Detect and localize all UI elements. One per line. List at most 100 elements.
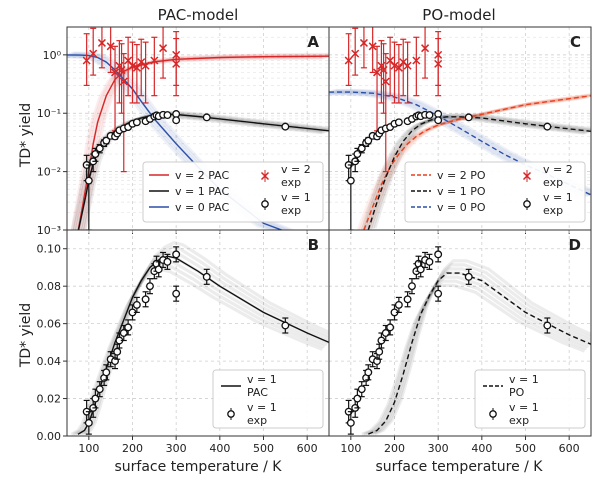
x-tick-label: 300 xyxy=(428,442,449,455)
data-point xyxy=(394,300,403,309)
y-tick-label: 0.00 xyxy=(37,430,62,443)
x-tick-label: 500 xyxy=(253,442,274,455)
axes-frame xyxy=(328,229,592,437)
y-tick-label: 0.08 xyxy=(37,280,62,293)
series-line xyxy=(329,91,591,196)
legend-label: v = 0 PO xyxy=(437,201,486,214)
band-line xyxy=(374,259,591,436)
legend-label: v = 1 xyxy=(247,401,277,414)
x-tick-label: 600 xyxy=(297,442,318,455)
y-tick-label: 10⁰ xyxy=(43,49,62,62)
panel-letter: C xyxy=(570,33,581,51)
legend-label: exp xyxy=(543,204,563,217)
data-point-x xyxy=(344,56,353,65)
plot-area xyxy=(344,246,591,436)
data-point xyxy=(375,347,384,356)
data-point-x xyxy=(159,44,168,53)
legend-label: PAC xyxy=(247,386,268,399)
series-line xyxy=(367,116,591,230)
data-point xyxy=(163,111,172,120)
data-point xyxy=(141,295,150,304)
y-tick-label: 0.04 xyxy=(37,355,62,368)
y-tick-label: 10⁻³ xyxy=(37,224,61,237)
data-point xyxy=(281,321,290,330)
data-point xyxy=(434,289,443,298)
series-line xyxy=(363,95,591,230)
data-point-x xyxy=(97,38,106,47)
series-line xyxy=(368,272,591,435)
x-tick-label: 300 xyxy=(166,442,187,455)
data-point xyxy=(202,272,211,281)
y-tick-label: 10⁻² xyxy=(37,166,61,179)
y-ticks: 0.00 0.02 0.04 0.06 0.08 0.10 xyxy=(37,243,67,443)
data-point-x xyxy=(89,49,98,58)
band-line xyxy=(361,283,586,436)
data-point-x xyxy=(141,61,150,70)
data-point xyxy=(543,122,552,131)
band-line xyxy=(371,113,591,230)
panel-letter: D xyxy=(569,236,581,254)
data-point xyxy=(132,118,141,127)
legend-label: v = 1 xyxy=(281,191,311,204)
legend-box xyxy=(474,369,586,429)
data-point xyxy=(124,323,133,332)
legend-label: exp xyxy=(281,176,301,189)
band-line xyxy=(70,56,323,230)
y-tick-label: 0.02 xyxy=(37,393,62,406)
x-tick-label: 100 xyxy=(340,442,361,455)
data-point xyxy=(281,122,290,131)
band-line xyxy=(366,93,591,230)
legend-label: v = 2 PO xyxy=(437,169,486,182)
legend-marker xyxy=(227,410,235,418)
x-ticks: 100 200 300 400 500 600 xyxy=(78,436,318,455)
x-tick-label: 600 xyxy=(559,442,580,455)
panel-letter: B xyxy=(308,236,319,254)
legend-marker xyxy=(261,200,269,208)
y-tick-label: 0.10 xyxy=(37,243,62,256)
band-line xyxy=(83,52,329,230)
ylabel-top: TD* yield xyxy=(18,103,34,168)
legend-label: exp xyxy=(247,414,267,427)
data-point xyxy=(132,300,141,309)
data-point-x xyxy=(128,61,137,70)
y-ticks: 10⁻³ 10⁻² 10⁻¹ 10⁰ xyxy=(37,49,67,237)
data-point xyxy=(146,282,154,291)
legend-marker xyxy=(489,410,497,418)
data-point-x xyxy=(359,38,368,47)
legend-label: v = 1 xyxy=(509,373,539,386)
data-point xyxy=(408,282,416,291)
data-point-x xyxy=(119,77,128,86)
data-point xyxy=(84,176,93,185)
legend-label: v = 2 xyxy=(543,163,573,176)
data-point-x xyxy=(390,61,399,70)
band-line xyxy=(360,117,585,230)
data-point-x xyxy=(403,61,412,70)
data-point xyxy=(364,368,373,377)
y-tick-label: 0.06 xyxy=(37,318,62,331)
data-point xyxy=(113,347,122,356)
x-tick-label: 400 xyxy=(209,442,230,455)
data-point-x xyxy=(412,56,421,65)
data-point-x xyxy=(82,56,91,65)
data-point-x xyxy=(351,49,360,58)
x-tick-label: 500 xyxy=(515,442,536,455)
x-ticks: 100 200 300 400 500 600 xyxy=(340,436,580,455)
x-tick-label: 100 xyxy=(78,442,99,455)
legend-box xyxy=(404,161,586,223)
data-point xyxy=(172,250,181,259)
legend-label: v = 0 PAC xyxy=(175,201,229,214)
data-point xyxy=(386,323,395,332)
legend-label: v = 1 xyxy=(543,191,573,204)
data-point xyxy=(346,418,355,427)
data-point-x xyxy=(381,77,390,86)
data-point xyxy=(102,368,111,377)
band-line xyxy=(363,279,588,436)
data-point xyxy=(425,257,434,266)
data-point-x xyxy=(132,63,141,72)
title-po: PO-model xyxy=(422,6,495,24)
